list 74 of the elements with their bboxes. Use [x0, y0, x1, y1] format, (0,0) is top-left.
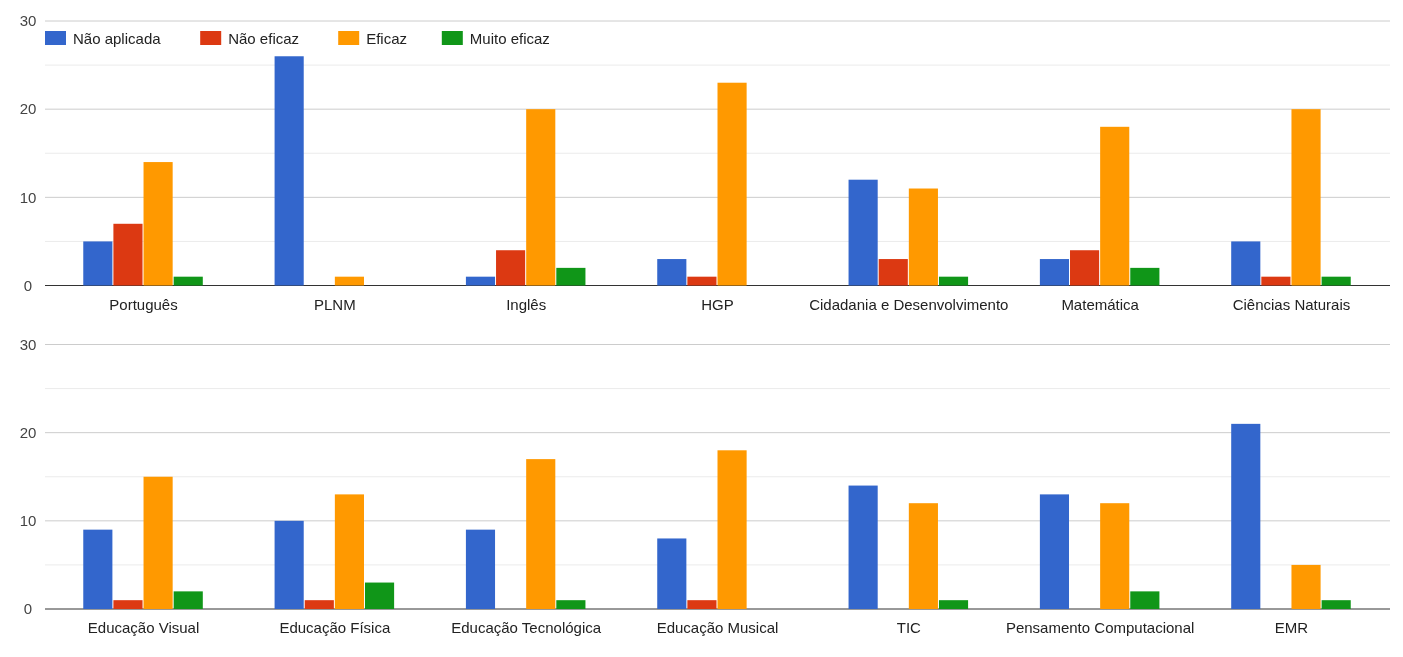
- bar: [1039, 259, 1070, 286]
- x-tick-label: Educação Física: [279, 619, 391, 636]
- bar: [304, 600, 334, 609]
- bar: [1261, 276, 1291, 286]
- bar: [274, 520, 304, 609]
- x-tick-label: Educação Musical: [656, 619, 779, 636]
- x-tick-label: Educação Visual: [87, 619, 200, 636]
- bar: [465, 529, 496, 609]
- bar: [1130, 267, 1160, 286]
- y-tick-label: 0: [23, 600, 33, 618]
- bar: [83, 529, 113, 609]
- y-tick-label: 30: [19, 12, 37, 30]
- bar: [878, 259, 908, 286]
- bar: [1070, 250, 1100, 286]
- bar: [657, 538, 687, 609]
- bar: [334, 494, 364, 609]
- x-tick-label: PLNM: [314, 295, 356, 313]
- bar: [687, 600, 717, 609]
- bar: [465, 276, 496, 286]
- legend-label: Eficaz: [366, 30, 408, 48]
- y-tick-label: 0: [23, 276, 33, 294]
- bar: [1231, 423, 1261, 609]
- x-tick-label: TIC: [896, 619, 922, 636]
- x-tick-label: Matemática: [1061, 295, 1140, 313]
- x-tick-label: Português: [109, 295, 178, 313]
- x-tick-label: HGP: [701, 295, 734, 313]
- bar: [334, 276, 364, 286]
- bar: [1039, 494, 1070, 609]
- legend-label: Muito eficaz: [469, 30, 550, 48]
- bar: [687, 276, 717, 286]
- bar: [908, 188, 938, 286]
- legend-label: Não aplicada: [73, 30, 162, 48]
- x-tick-label: Pensamento Computacional: [1005, 619, 1195, 636]
- bar: [1231, 241, 1261, 286]
- bar: [556, 600, 586, 609]
- bar: [908, 503, 938, 609]
- bar: [364, 582, 395, 609]
- bar: [1130, 591, 1160, 609]
- bar: [143, 476, 173, 609]
- bar: [717, 82, 747, 286]
- bar: [848, 179, 878, 286]
- bar: [556, 267, 586, 286]
- x-tick-label: Educação Tecnológica: [451, 619, 602, 636]
- x-tick-label: Cidadania e Desenvolvimento: [809, 295, 1009, 313]
- bar: [1321, 276, 1351, 286]
- bar: [717, 450, 747, 609]
- bar: [496, 250, 526, 286]
- bar: [657, 259, 687, 286]
- y-tick-label: 30: [19, 335, 37, 353]
- x-tick-label: EMR: [1274, 619, 1309, 636]
- bar: [83, 241, 113, 286]
- bar: [1291, 564, 1321, 609]
- bar: [1291, 109, 1321, 286]
- bar: [1321, 600, 1351, 609]
- bar: [274, 56, 304, 286]
- bar: [938, 600, 969, 609]
- bar: [526, 109, 556, 286]
- bar: [173, 276, 203, 286]
- x-tick-label: Inglês: [506, 295, 547, 313]
- legend-label: Não eficaz: [228, 30, 300, 48]
- bar: [143, 162, 173, 286]
- bar: [113, 600, 143, 609]
- bar: [1100, 503, 1130, 609]
- bar: [173, 591, 203, 609]
- x-tick-label: Ciências Naturais: [1232, 295, 1351, 313]
- bar: [1100, 126, 1130, 286]
- bar: [938, 276, 969, 286]
- y-tick-label: 20: [19, 423, 37, 441]
- y-tick-label: 20: [19, 100, 37, 118]
- bar: [848, 485, 878, 609]
- y-tick-label: 10: [19, 512, 37, 530]
- bar: [526, 459, 556, 609]
- bar: [113, 223, 143, 286]
- y-tick-label: 10: [19, 188, 37, 206]
